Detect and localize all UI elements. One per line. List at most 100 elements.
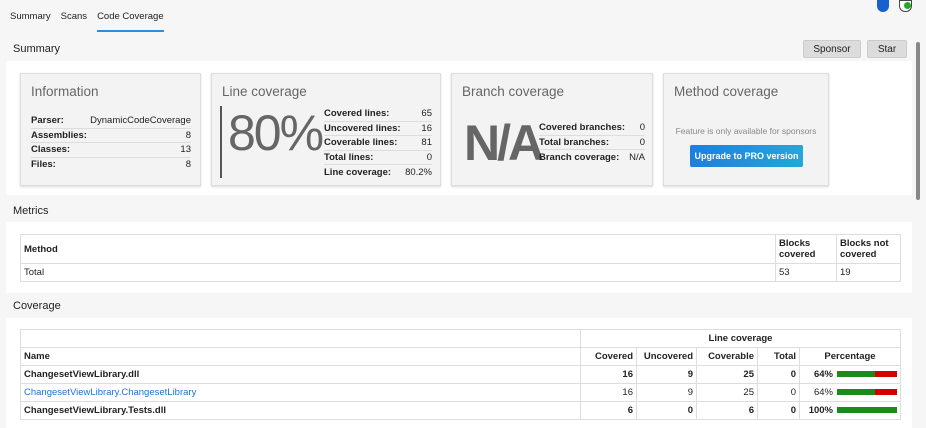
- stat-value: 0: [426, 151, 432, 163]
- header-method: Method: [20, 234, 776, 264]
- header-blocks-covered: Blocks covered: [775, 234, 837, 264]
- stat-label: Branch coverage:: [539, 151, 620, 163]
- branch-coverage-value: N/A: [464, 115, 544, 171]
- summary-heading: Summary: [13, 43, 61, 55]
- table-row: ChangesetViewLibrary.Tests.dll 6 0 6 0 100%: [20, 401, 901, 420]
- stat-value: 0: [639, 122, 645, 134]
- stat-label: Covered branches:: [539, 122, 626, 134]
- stat-row: Coverable lines: 81: [324, 136, 432, 151]
- cell-coverable: 6: [696, 401, 758, 420]
- line-coverage-title: Line coverage: [222, 84, 307, 99]
- stat-value: 81: [421, 137, 432, 149]
- stat-label: Classes:: [31, 144, 71, 156]
- stat-label: Assemblies:: [31, 129, 87, 141]
- stat-value: DynamicCodeCoverage: [90, 115, 191, 127]
- cell-percentage: 64%: [799, 383, 901, 402]
- stat-value: 65: [421, 108, 432, 120]
- cell-covered: 16: [580, 383, 637, 402]
- coverage-table: Line coverage Name Covered Uncovered Coverab…: [20, 329, 901, 420]
- cell-coverable: 25: [696, 383, 758, 402]
- stat-label: Covered lines:: [324, 108, 390, 120]
- stat-label: Line coverage:: [324, 166, 392, 178]
- coverage-panel: Line coverage Name Covered Uncovered Coverab…: [6, 318, 912, 428]
- metrics-heading: Metrics: [13, 205, 49, 217]
- stat-label: Total branches:: [539, 136, 610, 148]
- tab-summary[interactable]: Summary: [10, 11, 51, 22]
- stat-row: Total branches: 0: [539, 136, 645, 150]
- sponsor-note: Feature is only available for sponsors: [675, 126, 817, 136]
- line-coverage-card: Line coverage 80% Covered lines: 65 Uncove…: [211, 73, 441, 186]
- cell-percentage: 64%: [799, 365, 901, 384]
- table-row: Total 53 19: [20, 263, 901, 282]
- scrollbar[interactable]: [916, 42, 920, 200]
- sponsor-button[interactable]: Sponsor: [803, 40, 861, 58]
- percentage-label: 64%: [813, 369, 833, 380]
- blank-header: [20, 329, 581, 348]
- stat-row: Classes: 13: [31, 143, 191, 158]
- stat-row: Covered lines: 65: [324, 107, 432, 122]
- tab-code-coverage[interactable]: Code Coverage: [97, 9, 164, 32]
- assembly-name: ChangesetViewLibrary.dll: [24, 369, 140, 380]
- cell: 53: [775, 263, 837, 282]
- stat-label: Uncovered lines:: [324, 122, 401, 134]
- stat-label: Files:: [31, 159, 56, 171]
- method-coverage-title: Method coverage: [674, 84, 779, 99]
- class-link[interactable]: ChangesetViewLibrary.ChangesetLibrary: [24, 387, 197, 398]
- stat-value: 13: [180, 144, 191, 156]
- cell-total: 0: [757, 401, 800, 420]
- header-blocks-not-covered: Blocks not covered: [836, 234, 901, 264]
- add-comment-icon[interactable]: [899, 0, 912, 12]
- branch-coverage-title: Branch coverage: [462, 84, 565, 99]
- coverage-bar: [837, 389, 897, 396]
- stat-value: 8: [185, 129, 191, 141]
- stat-value: 16: [421, 122, 432, 134]
- stat-row: Uncovered lines: 16: [324, 122, 432, 136]
- metrics-panel: Method Blocks covered Blocks not covered T…: [6, 222, 912, 293]
- tab-scans[interactable]: Scans: [60, 11, 88, 22]
- stat-value: 80.2%: [405, 166, 432, 178]
- header-percentage: Percentage: [799, 347, 901, 366]
- cell-covered: 6: [580, 401, 637, 420]
- coverage-bar-fill: [837, 371, 876, 378]
- stat-label: Parser:: [31, 115, 64, 127]
- coverage-bar-fill: [837, 407, 897, 414]
- chat-icon[interactable]: [877, 0, 889, 12]
- metrics-table: Method Blocks covered Blocks not covered T…: [20, 234, 901, 282]
- stat-row: Line coverage: 80.2%: [324, 165, 432, 180]
- stat-label: Total lines:: [324, 151, 374, 163]
- stat-row: Assemblies: 8: [31, 129, 191, 143]
- branch-coverage-card: Branch coverage N/A Covered branches: 0 To…: [451, 73, 653, 186]
- star-button[interactable]: Star: [867, 40, 907, 58]
- stat-row: Covered branches: 0: [539, 121, 645, 136]
- cell: Total: [20, 263, 776, 282]
- tab-bar: Summary Scans Code Coverage: [10, 9, 164, 32]
- header-covered: Covered: [580, 347, 637, 366]
- header-total: Total: [757, 347, 800, 366]
- cell-uncovered: 0: [636, 401, 697, 420]
- stat-value: 8: [185, 159, 191, 171]
- line-coverage-percent: 80%: [228, 105, 324, 161]
- table-row: ChangesetViewLibrary.ChangesetLibrary 16 9…: [20, 383, 901, 402]
- cell-percentage: 100%: [799, 401, 901, 420]
- cell-uncovered: 9: [636, 383, 697, 402]
- coverage-bar-fill: [837, 389, 876, 396]
- stat-value: 0: [639, 136, 645, 148]
- cell-coverable: 25: [696, 365, 758, 384]
- table-row: ChangesetViewLibrary.dll 16 9 25 0 64%: [20, 365, 901, 384]
- stat-row: Branch coverage: N/A: [539, 150, 645, 165]
- assembly-name: ChangesetViewLibrary.Tests.dll: [24, 405, 167, 416]
- coverage-bar: [837, 371, 897, 378]
- percentage-label: 100%: [808, 405, 833, 416]
- header-name: Name: [20, 347, 581, 366]
- stat-row: Parser: DynamicCodeCoverage: [31, 114, 191, 129]
- cell-total: 0: [757, 365, 800, 384]
- header-coverable: Coverable: [696, 347, 758, 366]
- stat-row: Total lines: 0: [324, 151, 432, 165]
- upgrade-pro-button[interactable]: Upgrade to PRO version: [690, 145, 803, 167]
- stat-value: N/A: [629, 151, 645, 163]
- header-uncovered: Uncovered: [636, 347, 697, 366]
- information-card: Information Parser: DynamicCodeCoverage As…: [20, 73, 201, 186]
- coverage-heading: Coverage: [13, 300, 61, 312]
- cell: 19: [836, 263, 901, 282]
- stat-row: Files: 8: [31, 158, 191, 173]
